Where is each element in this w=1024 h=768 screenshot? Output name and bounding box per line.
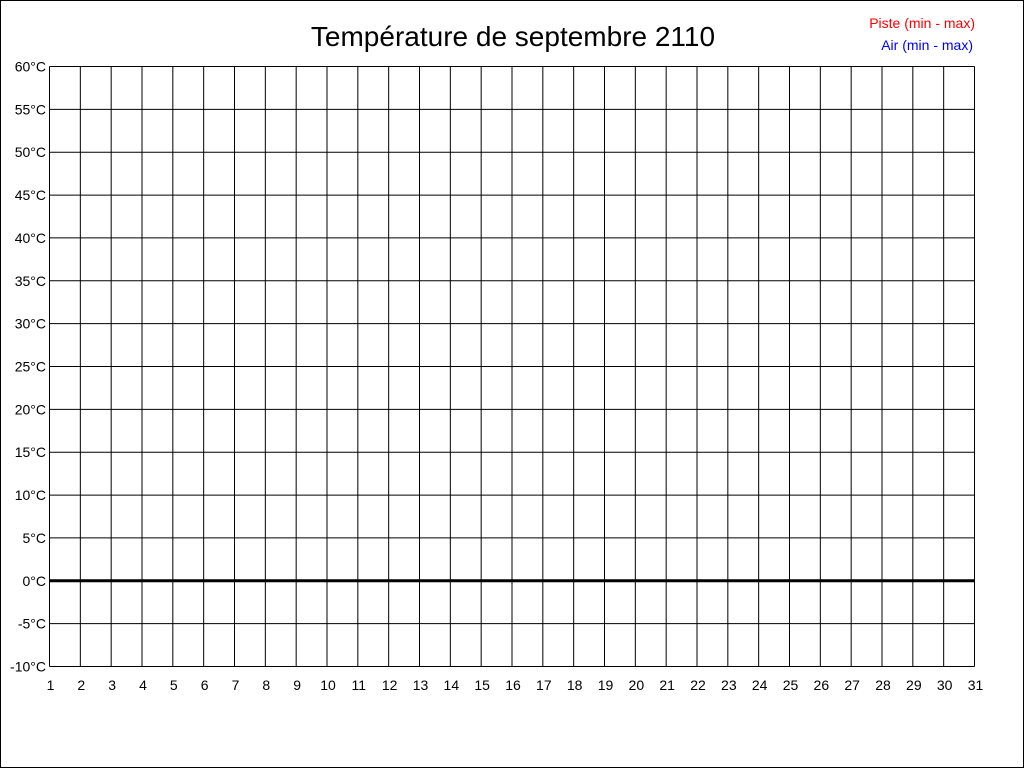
x-tick-label: 14	[444, 677, 460, 693]
x-tick-label: 2	[77, 677, 85, 693]
y-tick-label: 5°C	[23, 530, 47, 546]
y-tick-label: -5°C	[18, 616, 46, 632]
y-tick-label: 0°C	[23, 573, 47, 589]
x-tick-label: 9	[293, 677, 301, 693]
y-tick-label: 10°C	[15, 487, 46, 503]
x-tick-label: 28	[875, 677, 891, 693]
legend-piste: Piste (min - max)	[869, 15, 975, 31]
x-tick-label: 19	[598, 677, 614, 693]
x-tick-label: 27	[844, 677, 860, 693]
y-tick-label: -10°C	[10, 659, 46, 675]
y-tick-label: 60°C	[15, 59, 46, 75]
x-axis: 1 2 3 4 5 6 7 8 9 10 11 12 13 14 15 16 17 18 19 20 21 22 23 24 2…	[47, 677, 984, 693]
x-tick-label: 7	[232, 677, 240, 693]
y-tick-label: 30°C	[15, 316, 46, 332]
x-tick-label: 8	[262, 677, 270, 693]
x-tick-label: 12	[382, 677, 398, 693]
chart-title: Température de septembre 2110	[311, 21, 715, 52]
y-tick-label: 50°C	[15, 144, 46, 160]
x-tick-label: 25	[783, 677, 799, 693]
x-tick-label: 20	[629, 677, 645, 693]
y-tick-label: 25°C	[15, 359, 46, 375]
y-tick-label: 35°C	[15, 273, 46, 289]
x-tick-label: 22	[690, 677, 706, 693]
x-tick-label: 31	[968, 677, 984, 693]
x-tick-label: 18	[567, 677, 583, 693]
legend-air: Air (min - max)	[881, 37, 973, 53]
x-tick-label: 21	[659, 677, 675, 693]
x-tick-label: 3	[108, 677, 116, 693]
x-tick-label: 26	[814, 677, 830, 693]
y-tick-label: 45°C	[15, 187, 46, 203]
x-tick-label: 13	[413, 677, 429, 693]
y-axis: 60°C 55°C 50°C 45°C 40°C 35°C 30°C 25°C 20°C 15°C…	[10, 59, 46, 675]
x-tick-label: 6	[201, 677, 209, 693]
x-tick-label: 1	[47, 677, 55, 693]
x-tick-label: 30	[937, 677, 953, 693]
x-tick-label: 16	[505, 677, 521, 693]
y-tick-label: 55°C	[15, 101, 46, 117]
x-tick-label: 17	[536, 677, 552, 693]
x-tick-label: 11	[352, 677, 367, 693]
grid	[49, 66, 975, 667]
x-tick-label: 24	[752, 677, 768, 693]
y-tick-label: 20°C	[15, 401, 46, 417]
x-tick-label: 10	[320, 677, 336, 693]
y-tick-label: 40°C	[15, 230, 46, 246]
x-tick-label: 5	[170, 677, 178, 693]
x-tick-label: 15	[474, 677, 490, 693]
x-tick-label: 23	[721, 677, 737, 693]
y-tick-label: 15°C	[15, 444, 46, 460]
x-tick-label: 4	[139, 677, 147, 693]
x-tick-label: 29	[906, 677, 922, 693]
